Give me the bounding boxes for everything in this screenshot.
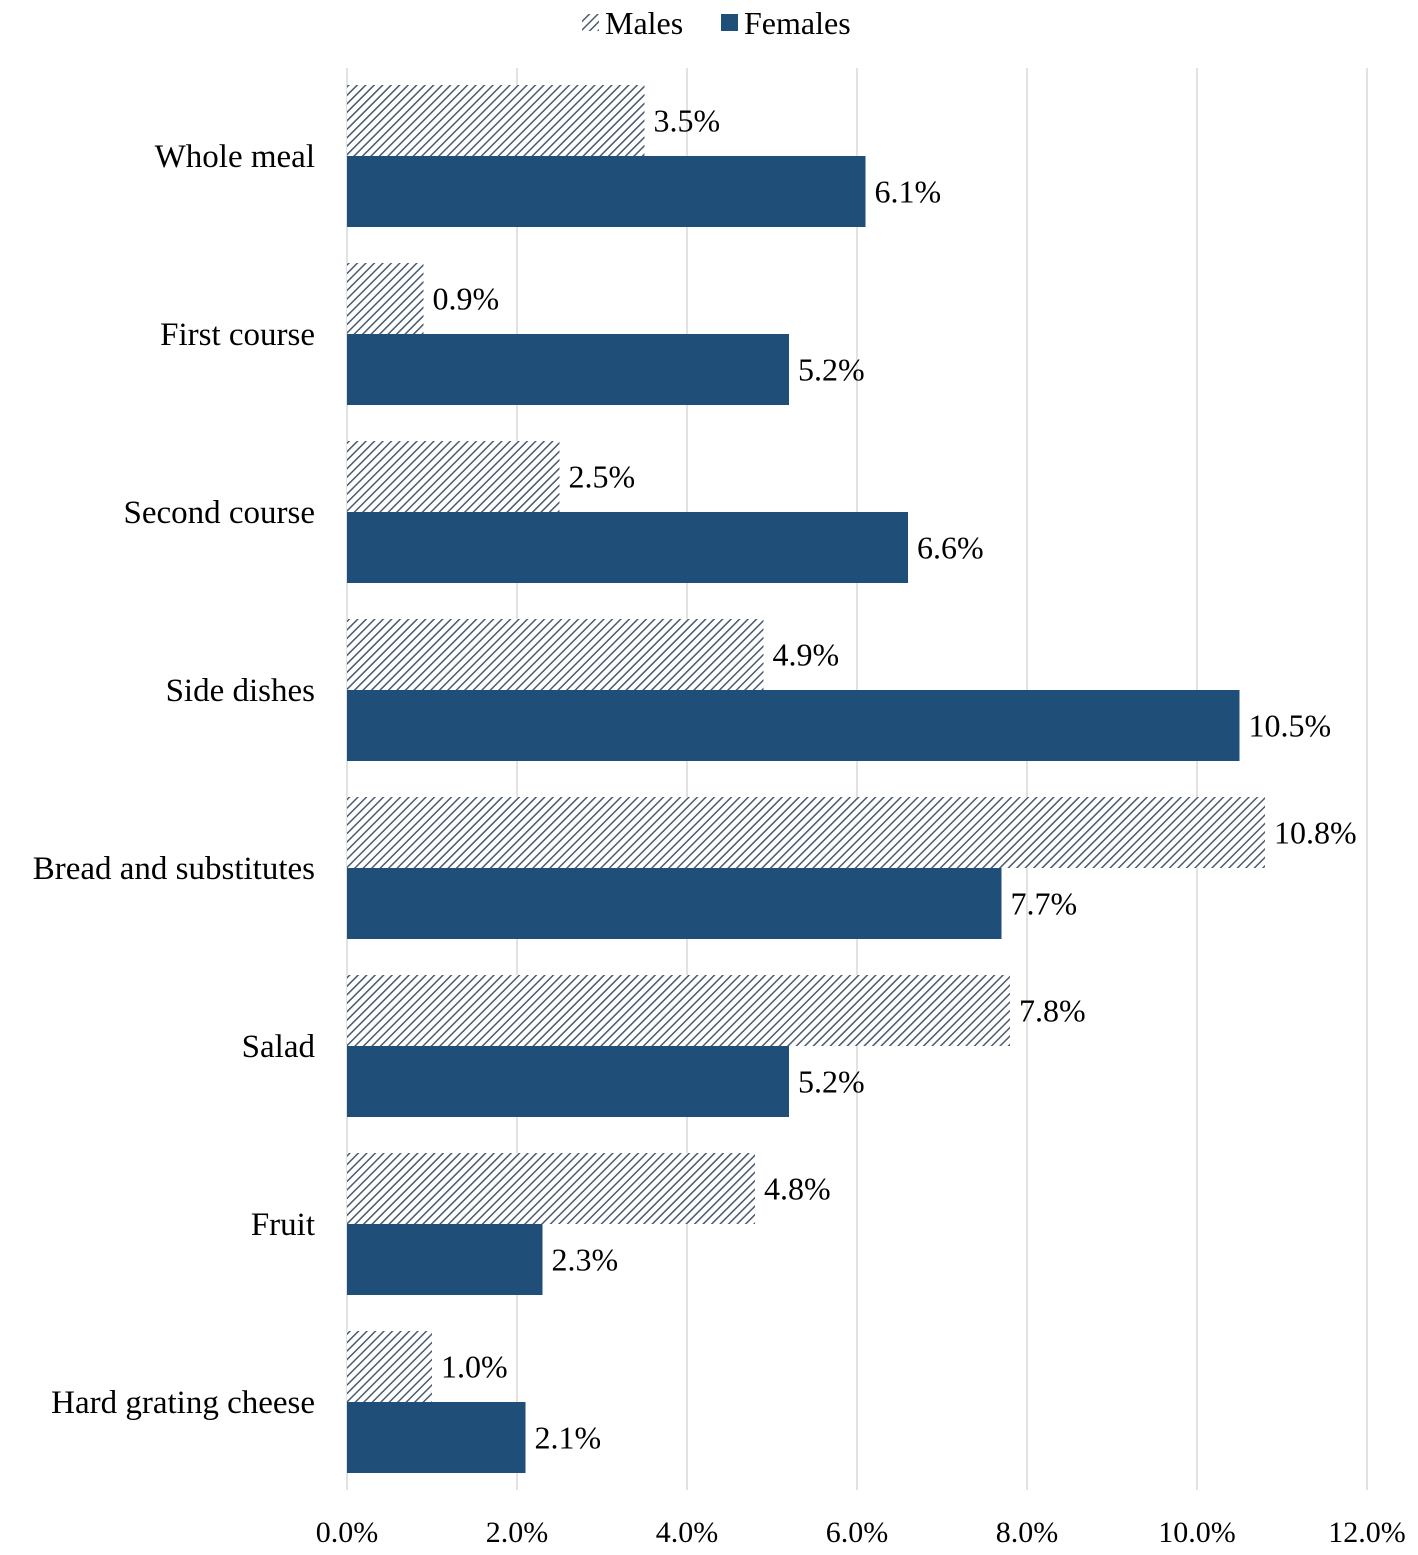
category-axis: Whole meal First course Second course Side … bbox=[33, 139, 316, 1421]
x-tick-label: 0.0% bbox=[316, 1516, 379, 1549]
bar-females-hard-grating-cheese bbox=[347, 1402, 526, 1473]
category-label-salad: Salad bbox=[242, 1029, 316, 1065]
gridlines bbox=[346, 68, 1368, 1490]
data-label-females-fruit: 2.3% bbox=[552, 1242, 619, 1278]
data-label-males-fruit: 4.8% bbox=[764, 1171, 831, 1207]
category-label-hard-grating-cheese: Hard grating cheese bbox=[51, 1385, 315, 1421]
data-label-females-bread-and-substitutes: 7.7% bbox=[1011, 886, 1078, 922]
bar-males-salad bbox=[347, 975, 1010, 1046]
category-label-fruit: Fruit bbox=[251, 1207, 315, 1243]
legend-swatch-females bbox=[721, 14, 738, 31]
category-label-side-dishes: Side dishes bbox=[166, 673, 315, 709]
data-label-females-salad: 5.2% bbox=[798, 1064, 865, 1100]
bar-females-side-dishes bbox=[347, 690, 1240, 761]
data-label-females-hard-grating-cheese: 2.1% bbox=[535, 1420, 602, 1456]
data-label-males-bread-and-substitutes: 10.8% bbox=[1274, 815, 1357, 851]
bar-males-side-dishes bbox=[347, 619, 764, 690]
bar-males-fruit bbox=[347, 1153, 755, 1224]
bar-females-whole-meal bbox=[347, 156, 866, 227]
data-label-males-first-course: 0.9% bbox=[433, 281, 500, 317]
bar-males-bread-and-substitutes bbox=[347, 797, 1265, 868]
data-label-males-whole-meal: 3.5% bbox=[654, 103, 721, 139]
value-axis: 0.0% 2.0% 4.0% 6.0% 8.0% 10.0% 12.0% bbox=[316, 1516, 1406, 1549]
x-tick-label: 10.0% bbox=[1158, 1516, 1236, 1549]
data-label-males-side-dishes: 4.9% bbox=[773, 637, 840, 673]
x-tick-label: 2.0% bbox=[486, 1516, 549, 1549]
data-label-females-side-dishes: 10.5% bbox=[1249, 708, 1332, 744]
data-label-females-second-course: 6.6% bbox=[917, 530, 984, 566]
legend-label-females: Females bbox=[744, 5, 851, 41]
bars bbox=[347, 85, 1265, 1473]
bar-males-hard-grating-cheese bbox=[347, 1331, 432, 1402]
category-label-first-course: First course bbox=[160, 317, 315, 353]
bar-females-second-course bbox=[347, 512, 908, 583]
category-label-bread-and-substitutes: Bread and substitutes bbox=[33, 851, 315, 887]
data-label-females-whole-meal: 6.1% bbox=[875, 174, 942, 210]
data-label-males-salad: 7.8% bbox=[1019, 993, 1086, 1029]
x-tick-label: 12.0% bbox=[1328, 1516, 1406, 1549]
bar-males-whole-meal bbox=[347, 85, 645, 156]
category-label-whole-meal: Whole meal bbox=[155, 139, 315, 175]
legend-label-males: Males bbox=[605, 5, 683, 41]
bar-females-first-course bbox=[347, 334, 789, 405]
legend-swatch-males bbox=[582, 14, 599, 31]
bar-females-fruit bbox=[347, 1224, 543, 1295]
bar-males-first-course bbox=[347, 263, 424, 334]
x-tick-label: 4.0% bbox=[656, 1516, 719, 1549]
bar-males-second-course bbox=[347, 441, 560, 512]
data-labels: 3.5% 6.1% 0.9% 5.2% 2.5% 6.6% 4.9% 10.5% 10.8% 7.… bbox=[433, 103, 1357, 1456]
data-label-males-second-course: 2.5% bbox=[569, 459, 636, 495]
bar-females-bread-and-substitutes bbox=[347, 868, 1002, 939]
x-tick-label: 6.0% bbox=[826, 1516, 889, 1549]
category-label-second-course: Second course bbox=[123, 495, 315, 531]
legend: Males Females bbox=[582, 5, 851, 41]
x-tick-label: 8.0% bbox=[996, 1516, 1059, 1549]
data-label-females-first-course: 5.2% bbox=[798, 352, 865, 388]
bar-females-salad bbox=[347, 1046, 789, 1117]
data-label-males-hard-grating-cheese: 1.0% bbox=[441, 1349, 508, 1385]
